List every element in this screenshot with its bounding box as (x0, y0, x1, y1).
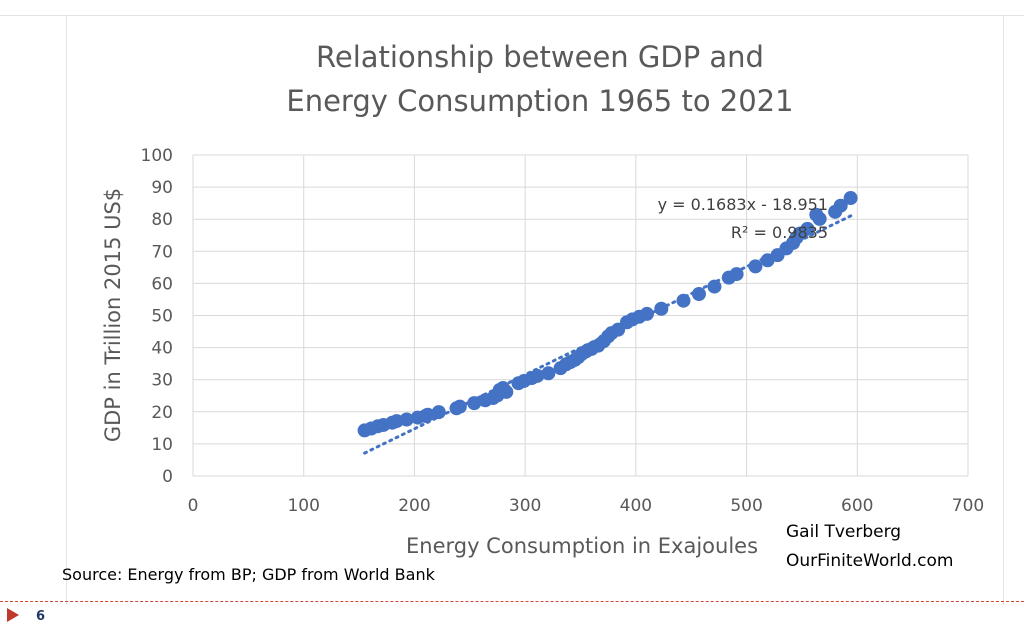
x-tick-label: 100 (287, 496, 319, 516)
y-tick-label: 100 (141, 146, 173, 166)
scatter-chart: Relationship between GDP and Energy Cons… (101, 40, 985, 558)
x-tick-label: 300 (509, 496, 541, 516)
data-point (833, 198, 848, 213)
y-tick-labels: 0 10 20 30 40 50 60 70 80 90 100 (141, 146, 173, 487)
data-point (499, 384, 514, 399)
data-point (399, 412, 414, 427)
y-tick-label: 50 (151, 307, 173, 327)
x-axis-title: Energy Consumption in Exajoules (406, 534, 758, 558)
data-point (729, 267, 744, 282)
data-point (530, 368, 545, 383)
data-point (748, 259, 763, 274)
data-point (800, 221, 815, 236)
r-squared-label: R² = 0.9835 (731, 223, 828, 242)
footer-divider (0, 601, 1024, 602)
page-number: 6 (36, 609, 46, 624)
y-tick-label: 70 (151, 242, 173, 262)
data-point (691, 286, 706, 301)
x-tick-label: 700 (952, 496, 984, 516)
data-point (707, 279, 722, 294)
y-tick-label: 80 (151, 210, 173, 230)
data-point (420, 407, 435, 422)
trendline-equation: y = 0.1683x - 18.951 (658, 195, 828, 214)
chart-frame-left-border (66, 15, 67, 605)
data-point (541, 366, 556, 381)
y-tick-label: 30 (151, 371, 173, 391)
chart-title-line-1: Relationship between GDP and (316, 40, 764, 74)
x-tick-labels: 0 100 200 300 400 500 600 700 (188, 496, 985, 516)
credit-name: Gail Tverberg (786, 522, 902, 542)
chart-frame-right-border (1003, 15, 1004, 605)
slide-top-border (0, 15, 1024, 16)
y-axis-title: GDP in Trillion 2015 US$ (101, 188, 125, 442)
data-point (812, 211, 827, 226)
data-point (654, 301, 669, 316)
source-note: Source: Energy from BP; GDP from World B… (62, 565, 435, 584)
y-tick-label: 60 (151, 274, 173, 294)
x-tick-label: 400 (620, 496, 652, 516)
chart-title: Relationship between GDP and Energy Cons… (286, 40, 793, 118)
x-tick-label: 0 (188, 496, 199, 516)
linear-trendline (363, 213, 854, 455)
x-tick-label: 600 (841, 496, 873, 516)
data-points (357, 191, 858, 438)
data-point (843, 191, 858, 206)
x-tick-label: 500 (730, 496, 762, 516)
triangle-bullet-icon (7, 608, 19, 622)
data-point (452, 399, 467, 414)
data-point (467, 396, 482, 411)
credit-site: OurFiniteWorld.com (786, 551, 954, 571)
chart-title-line-2: Energy Consumption 1965 to 2021 (286, 84, 793, 118)
data-point (676, 293, 691, 308)
x-tick-label: 200 (398, 496, 430, 516)
y-tick-label: 0 (162, 467, 173, 487)
y-tick-label: 10 (151, 435, 173, 455)
data-point (431, 405, 446, 420)
y-tick-label: 20 (151, 403, 173, 423)
data-point (639, 306, 654, 321)
y-tick-label: 40 (151, 339, 173, 359)
y-tick-label: 90 (151, 178, 173, 198)
